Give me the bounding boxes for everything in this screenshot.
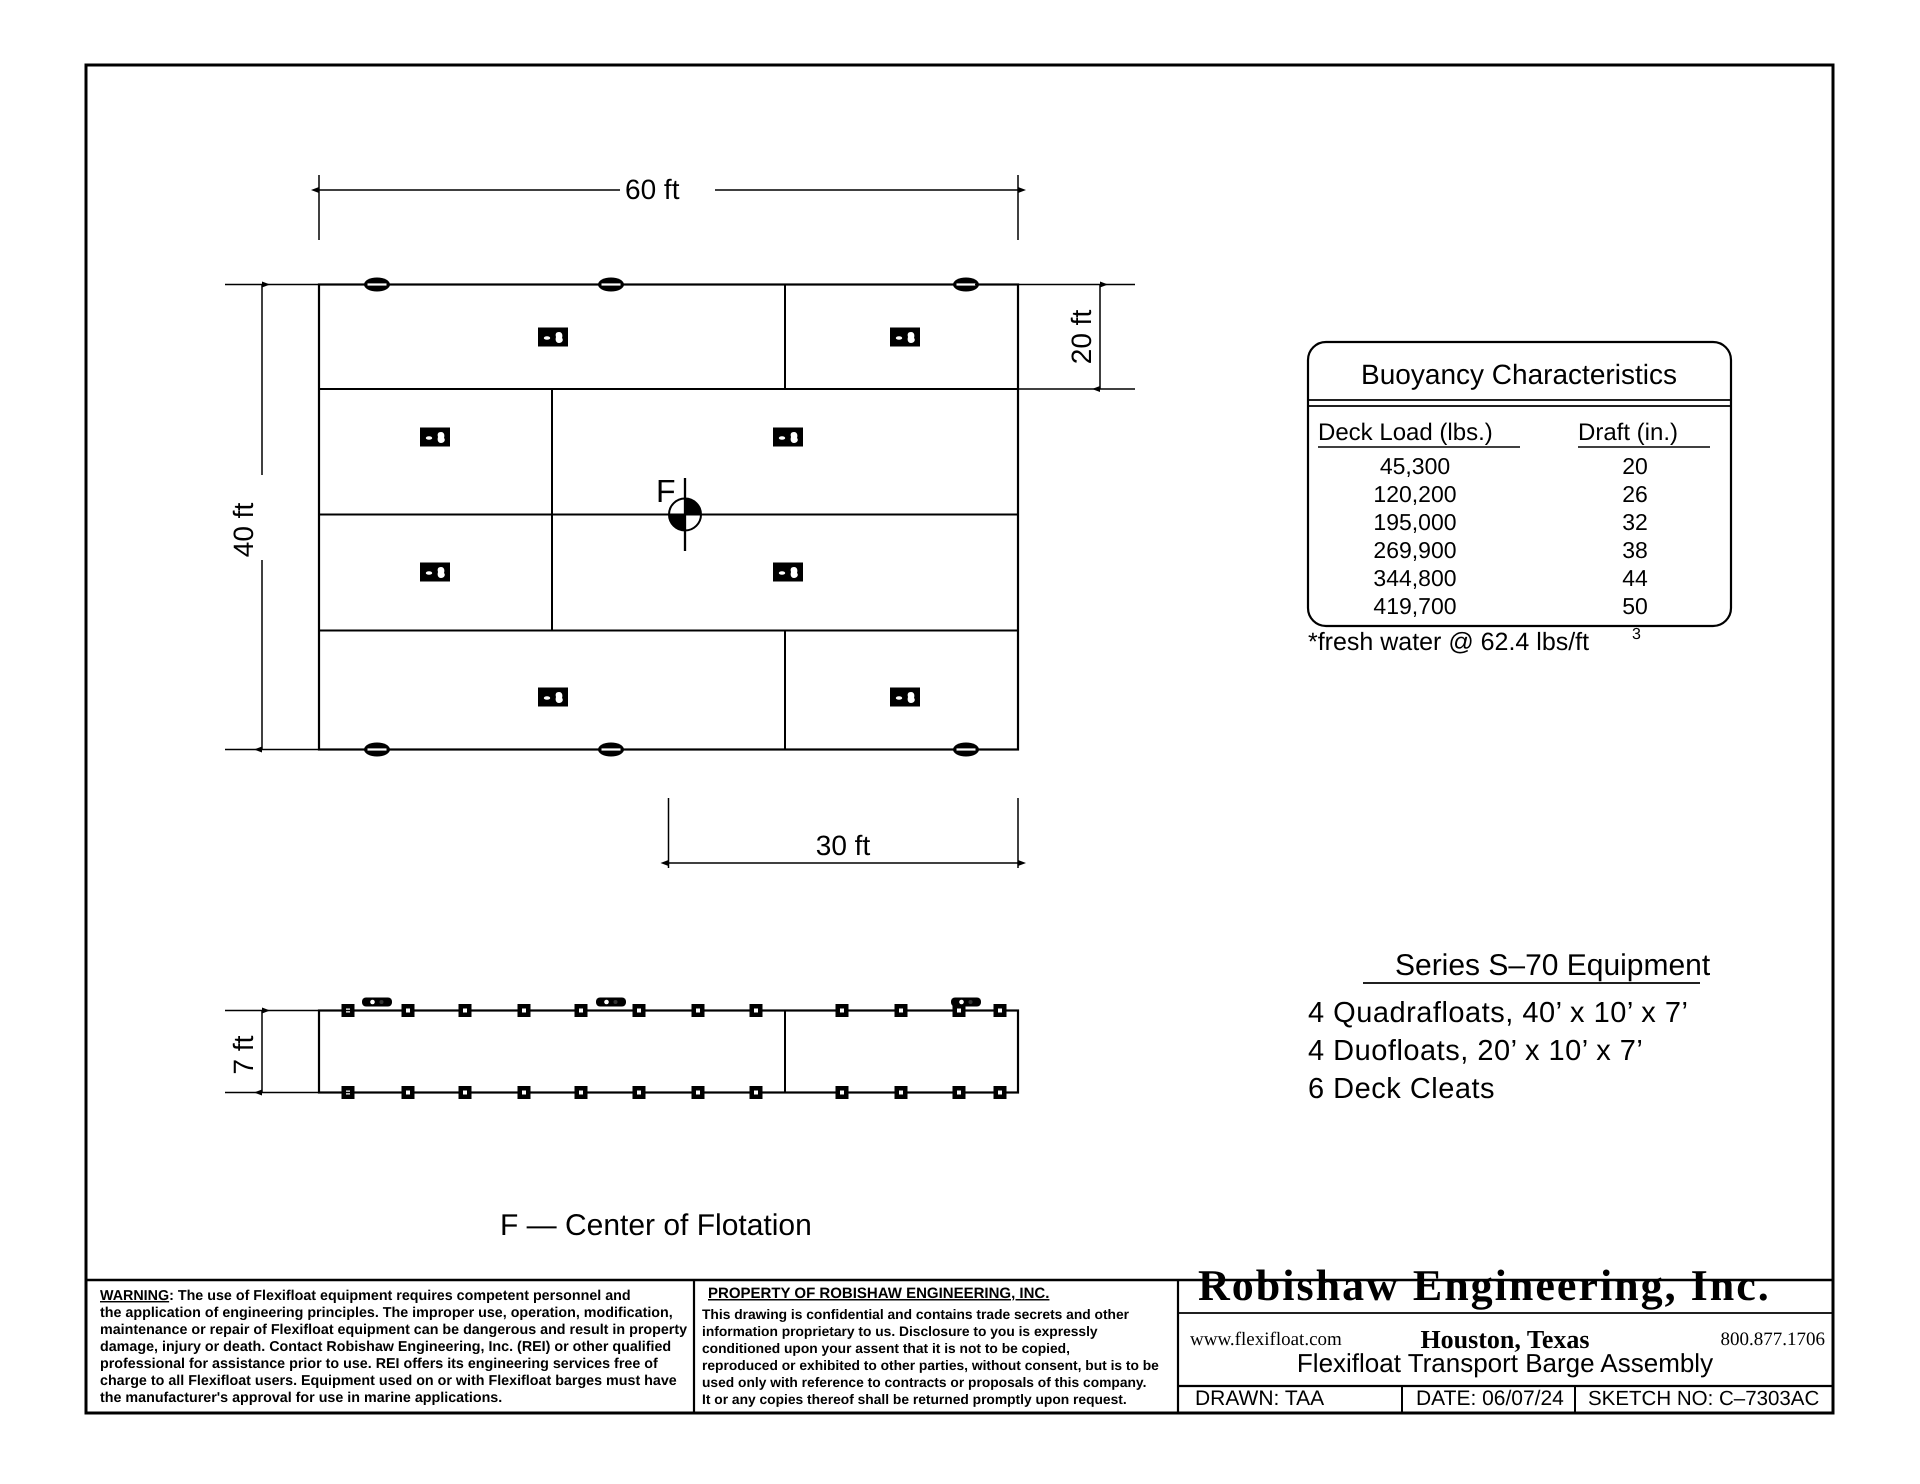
svg-text:*fresh water @ 62.4 lbs/ft: *fresh water @ 62.4 lbs/ft [1308, 628, 1589, 656]
svg-text:3: 3 [1632, 626, 1641, 643]
svg-text:50: 50 [1622, 593, 1648, 619]
svg-text:195,000: 195,000 [1373, 509, 1456, 535]
svg-text:7 ft: 7 ft [228, 1035, 259, 1074]
svg-text:the manufacturer's approval: the manufacturer's approval for use in m… [100, 1390, 502, 1406]
svg-text:charge to all Flexifloat u: charge to all Flexifloat users. Equipmen… [100, 1373, 677, 1389]
svg-text:WARNING: The use of Flex: WARNING: The use of Flexifloat equipment… [100, 1288, 631, 1304]
svg-text:DRAWN: TAA: DRAWN: TAA [1195, 1387, 1324, 1410]
svg-text:38: 38 [1622, 537, 1648, 563]
svg-text:120,200: 120,200 [1373, 481, 1456, 507]
svg-text:26: 26 [1622, 481, 1648, 507]
svg-text:60 ft: 60 ft [625, 174, 680, 205]
svg-text:4 Quadrafloats, 40’ x: 4 Quadrafloats, 40’ x 10’ x 7’ [1308, 997, 1688, 1029]
svg-text:SKETCH NO: C–7303AC: SKETCH NO: C–7303AC [1588, 1387, 1819, 1410]
svg-text:This drawing is confidentia: This drawing is confidential and contain… [702, 1307, 1130, 1322]
svg-text:800.877.1706: 800.877.1706 [1721, 1329, 1826, 1350]
svg-text:20 ft: 20 ft [1066, 310, 1097, 365]
svg-text:conditioned upon your assen: conditioned upon your assent that it is … [702, 1341, 1070, 1356]
svg-text:Robishaw Engineering, Inc.: Robishaw Engineering, Inc. [1198, 1261, 1771, 1310]
svg-text:40 ft: 40 ft [228, 503, 259, 558]
svg-text:Flexifloat Transport Barge: Flexifloat Transport Barge Assembly [1297, 1348, 1713, 1378]
svg-text:damage, injury or death.: damage, injury or death. Contact Robisha… [100, 1339, 671, 1355]
svg-text:professional for assistance: professional for assistance prior to use… [100, 1356, 658, 1372]
svg-text:Series S–70 Equipment: Series S–70 Equipment [1395, 949, 1711, 982]
svg-text:PROPERTY OF ROBISHAW ENGINE: PROPERTY OF ROBISHAW ENGINEERING, INC. [708, 1285, 1049, 1302]
svg-text:used only with reference t: used only with reference to contracts or… [702, 1375, 1146, 1390]
svg-text:45,300: 45,300 [1380, 453, 1450, 479]
svg-text:20: 20 [1622, 453, 1648, 479]
svg-text:6 Deck Cleats: 6 Deck Cleats [1308, 1073, 1495, 1105]
svg-text:information proprietary to: information proprietary to us. Disclosur… [702, 1324, 1098, 1339]
svg-text:Draft (in.): Draft (in.) [1578, 419, 1678, 446]
svg-text:Deck Load (lbs.): Deck Load (lbs.) [1318, 419, 1493, 446]
svg-text:reproduced or exhibited to: reproduced or exhibited to other parties… [702, 1358, 1159, 1373]
svg-text:344,800: 344,800 [1373, 565, 1456, 591]
svg-text:F — Center of Flotation: F — Center of Flotation [500, 1209, 812, 1242]
svg-text:the application of engineer: the application of engineering principle… [100, 1305, 673, 1321]
svg-text:32: 32 [1622, 509, 1648, 535]
svg-text:Buoyancy Characteristics: Buoyancy Characteristics [1361, 359, 1677, 390]
svg-text:30 ft: 30 ft [816, 830, 871, 861]
svg-text:269,900: 269,900 [1373, 537, 1456, 563]
svg-text:44: 44 [1622, 565, 1648, 591]
svg-text:It or any copies thereof: It or any copies thereof shall be return… [702, 1392, 1127, 1407]
svg-text:maintenance or repair of F: maintenance or repair of Flexifloat equi… [100, 1322, 687, 1338]
svg-text:DATE: 06/07/24: DATE: 06/07/24 [1416, 1387, 1564, 1410]
svg-text:www.flexifloat.com: www.flexifloat.com [1190, 1329, 1342, 1350]
svg-text:419,700: 419,700 [1373, 593, 1456, 619]
svg-text:4 Duofloats, 20’ x 10’: 4 Duofloats, 20’ x 10’ x 7’ [1308, 1035, 1643, 1067]
